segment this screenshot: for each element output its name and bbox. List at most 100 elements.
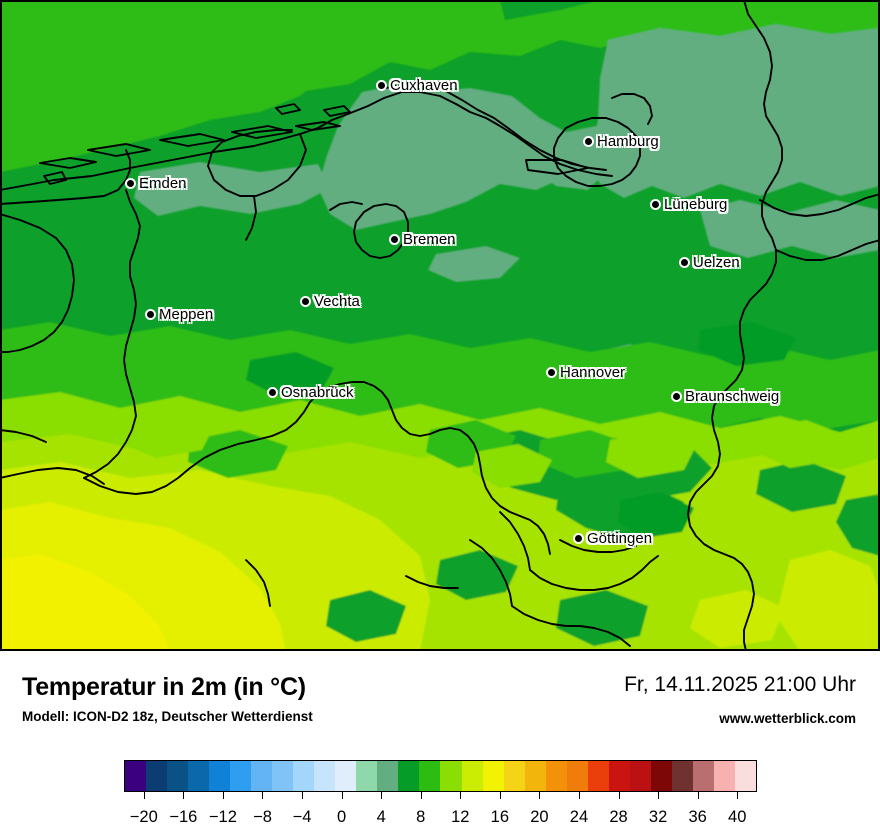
source-website: www.wetterblick.com <box>719 711 856 726</box>
colorbar-tick <box>420 792 422 799</box>
colorbar-swatch <box>440 761 462 791</box>
colorbar-tick <box>499 792 501 799</box>
city-dot-icon <box>679 257 690 268</box>
colorbar-swatch <box>125 761 147 791</box>
colorbar-swatch <box>608 761 630 791</box>
colorbar-tick-label: 28 <box>609 808 628 826</box>
valid-datetime: Fr, 14.11.2025 21:00 Uhr <box>624 673 856 696</box>
map-footer: Temperatur in 2m (in °C) Modell: ICON-D2… <box>0 651 880 830</box>
colorbar-swatch <box>461 761 483 791</box>
colorbar-swatch <box>314 761 336 791</box>
colorbar-tick-label: 20 <box>530 808 549 826</box>
city-dot-icon <box>389 234 400 245</box>
colorbar-swatch <box>566 761 588 791</box>
colorbar-tick-label: 12 <box>451 808 470 826</box>
colorbar-tick-label: 36 <box>688 808 707 826</box>
city-marker[interactable]: Lüneburg <box>650 196 727 213</box>
temperature-map[interactable]: Cuxhaven Hamburg Emden Lüneburg Bremen Uelzen… <box>0 0 880 651</box>
colorbar-tick-label: −12 <box>208 808 237 826</box>
temperature-field <box>0 0 880 651</box>
city-label: Cuxhaven <box>390 77 458 94</box>
city-marker[interactable]: Bremen <box>389 231 456 248</box>
city-label: Göttingen <box>587 530 653 547</box>
colorbar-tick-label: 0 <box>337 808 347 826</box>
city-dot-icon <box>671 391 682 402</box>
colorbar-swatch <box>293 761 315 791</box>
colorbar-swatch <box>272 761 294 791</box>
city-marker[interactable]: Osnabrück <box>267 384 354 401</box>
colorbar-tick <box>539 792 541 799</box>
colorbar-swatch <box>629 761 651 791</box>
city-label: Lüneburg <box>664 196 728 213</box>
city-dot-icon <box>267 387 278 398</box>
colorbar-swatch <box>482 761 504 791</box>
colorbar-tick <box>578 792 580 799</box>
city-label: Bremen <box>403 231 456 248</box>
model-subtitle: Modell: ICON-D2 18z, Deutscher Wetterdie… <box>22 709 313 724</box>
city-dot-icon <box>300 296 311 307</box>
colorbar-swatch <box>545 761 567 791</box>
city-marker[interactable]: Cuxhaven <box>376 77 458 94</box>
colorbar-tick-label: −4 <box>292 808 312 826</box>
city-label: Braunschweig <box>685 388 780 405</box>
colorbar-tick-label: 40 <box>728 808 747 826</box>
colorbar-tick <box>618 792 620 799</box>
city-dot-icon <box>376 80 387 91</box>
city-marker[interactable]: Emden <box>125 175 187 192</box>
colorbar-swatch <box>524 761 546 791</box>
colorbar-swatch <box>650 761 672 791</box>
city-marker[interactable]: Braunschweig <box>671 388 779 405</box>
city-marker[interactable]: Göttingen <box>573 530 652 547</box>
colorbar-swatch <box>398 761 420 791</box>
colorbar-tick-label: 32 <box>648 808 668 826</box>
colorbar-swatch <box>230 761 252 791</box>
colorbar-tick <box>697 792 699 799</box>
colorbar-swatch <box>167 761 189 791</box>
colorbar-tick <box>460 792 462 799</box>
city-marker[interactable]: Vechta <box>300 293 360 310</box>
colorbar-swatch <box>692 761 714 791</box>
city-label: Osnabrück <box>281 384 354 401</box>
city-label: Uelzen <box>693 254 740 271</box>
colorbar-swatch <box>377 761 399 791</box>
colorbar-swatch <box>335 761 357 791</box>
city-dot-icon <box>573 533 584 544</box>
colorbar-tick <box>381 792 383 799</box>
city-label: Hamburg <box>597 133 659 150</box>
city-marker[interactable]: Hamburg <box>583 133 659 150</box>
colorbar-swatch <box>146 761 168 791</box>
city-label: Hannover <box>560 364 626 381</box>
page-title: Temperatur in 2m (in °C) <box>22 673 306 701</box>
colorbar-tick-label: −8 <box>253 808 272 826</box>
city-label: Emden <box>139 175 187 192</box>
colorbar-tick <box>222 792 224 799</box>
colorbar-tick-label: 16 <box>490 808 510 826</box>
city-marker[interactable]: Meppen <box>145 306 213 323</box>
city-dot-icon <box>583 136 594 147</box>
city-label: Vechta <box>314 293 360 310</box>
city-marker[interactable]: Uelzen <box>679 254 740 271</box>
colorbar-swatch <box>188 761 210 791</box>
city-dot-icon <box>145 309 156 320</box>
colorbar-tick-label: −16 <box>169 808 198 826</box>
colorbar-ticks <box>124 792 757 806</box>
colorbar-swatch <box>671 761 693 791</box>
city-dot-icon <box>546 367 557 378</box>
colorbar-tick <box>658 792 660 799</box>
colorbar-tick-label: 8 <box>416 808 426 826</box>
colorbar-swatch <box>734 761 756 791</box>
city-label: Meppen <box>159 306 214 323</box>
temperature-colorbar: −20 −16 −12 −8 −4 0 4 8 12 16 20 24 28 32 36 40 <box>124 760 757 828</box>
colorbar-tick <box>143 792 145 799</box>
colorbar-tick <box>737 792 739 799</box>
city-marker[interactable]: Hannover <box>546 364 625 381</box>
colorbar-swatch <box>356 761 378 791</box>
colorbar-tick-label: 4 <box>376 808 386 826</box>
colorbar-tick <box>183 792 185 799</box>
coastline-and-borders <box>0 0 880 651</box>
city-dot-icon <box>125 178 136 189</box>
colorbar-tick-label: −20 <box>129 808 158 826</box>
colorbar-labels: −20 −16 −12 −8 −4 0 4 8 12 16 20 24 28 32 36 40 <box>124 806 757 828</box>
colorbar-swatches <box>124 760 757 792</box>
